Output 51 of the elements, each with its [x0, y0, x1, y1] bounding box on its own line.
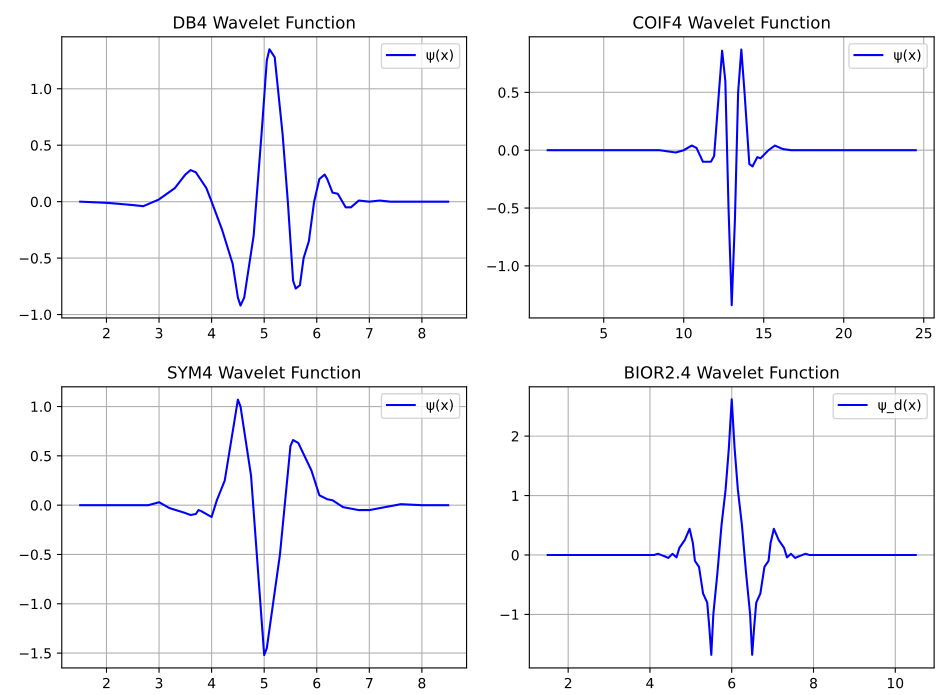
y-tick-label: 0	[512, 550, 519, 560]
y-tick-label: 0.0	[30, 500, 52, 511]
y-tick-label: −1.0	[20, 598, 52, 610]
legend-label: ψ_d(x)	[878, 399, 920, 414]
x-tick-label: 4	[208, 678, 216, 688]
legend-label: ψ(x)	[894, 49, 920, 63]
x-tick-label: 25	[916, 328, 932, 338]
y-tick-label: −1.0	[487, 260, 519, 272]
x-tick-label: 8	[418, 328, 426, 338]
x-tick-label: 6	[313, 328, 320, 338]
x-tick-label: 3	[156, 328, 162, 338]
y-tick-label: −1.5	[20, 648, 51, 659]
y-tick-label: 0.0	[30, 196, 52, 208]
x-tick-label: 3	[156, 678, 162, 688]
y-tick-label: 0.5	[30, 140, 51, 151]
chart-title: SYM4 Wavelet Function	[168, 366, 360, 379]
x-tick-label: 5	[260, 328, 268, 338]
y-tick-label: −1.0	[20, 310, 52, 320]
chart-title: COIF4 Wavelet Function	[633, 16, 830, 29]
chart-title: BIOR2.4 Wavelet Function	[625, 366, 838, 379]
x-tick-label: 20	[836, 328, 852, 338]
y-tick-label: 0.5	[30, 450, 51, 462]
y-tick-label: 0.5	[498, 87, 518, 98]
x-tick-label: 2	[103, 328, 110, 338]
x-tick-label: 10	[888, 678, 904, 688]
chart-title: DB4 Wavelet Function	[174, 16, 355, 29]
y-tick-label: −0.5	[20, 549, 51, 560]
x-tick-label: 4	[208, 328, 216, 338]
y-tick-label: −0.5	[20, 253, 51, 264]
x-tick-label: 7	[366, 328, 373, 338]
y-tick-label: 0.0	[498, 145, 519, 156]
x-tick-label: 7	[366, 678, 373, 688]
x-tick-label: 8	[418, 678, 426, 688]
x-tick-label: 10	[676, 328, 692, 338]
x-tick-label: 6	[313, 678, 320, 688]
y-tick-label: 1.0	[31, 401, 52, 412]
x-tick-label: 6	[728, 678, 736, 688]
x-tick-label: 2	[103, 678, 110, 688]
legend-label: ψ(x)	[426, 399, 453, 413]
x-tick-label: 15	[756, 328, 772, 338]
y-tick-label: 1	[512, 490, 518, 501]
y-tick-label: 1.0	[31, 84, 52, 94]
legend-label: ψ(x)	[426, 49, 453, 63]
x-tick-label: 4	[646, 678, 654, 688]
x-tick-label: 5	[600, 328, 607, 338]
x-tick-label: 2	[564, 678, 572, 688]
y-tick-label: −1	[500, 610, 518, 620]
x-tick-label: 8	[810, 678, 817, 688]
y-tick-label: −0.5	[487, 203, 518, 214]
x-tick-label: 5	[260, 678, 268, 688]
y-tick-label: 2	[512, 431, 518, 442]
